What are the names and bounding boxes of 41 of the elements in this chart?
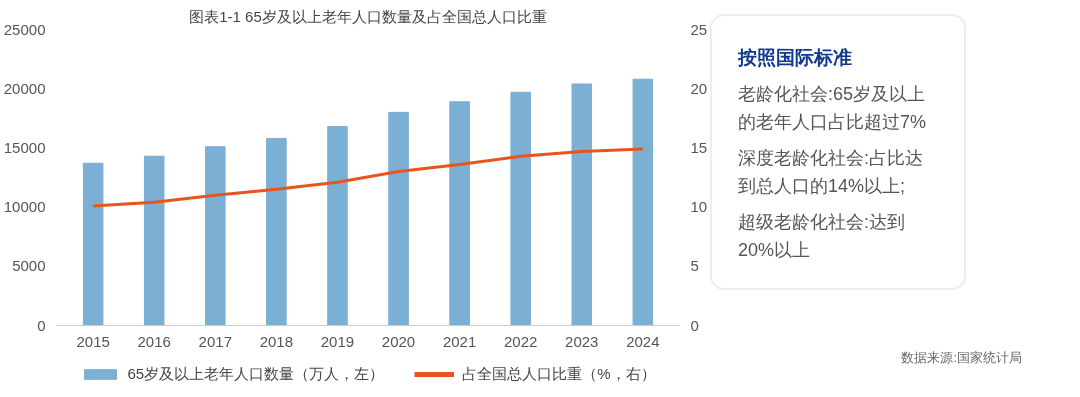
bar [510,91,531,326]
text: 深度老龄化社会:占比达到总人口的14%以上; [738,146,924,198]
bar [143,155,165,326]
y-tick-label: 25000 [3,20,46,38]
y2-tick-label: 20 [690,79,708,97]
text: 按照国际标准 [738,46,853,70]
x-tick-label: 2015 [76,332,110,350]
text: 老龄化社会:65岁及以上的老年人口占比超过7% [738,83,927,135]
y-tick-label: 20000 [3,79,46,97]
y-tick-label: 15000 [3,138,46,156]
y2-tick-label: 25 [690,20,708,38]
legend-label: 65岁及以上老年人口数量（万人，左） [127,364,385,384]
y2-tick-label: 0 [690,316,699,334]
y-tick-label: 5000 [12,257,46,275]
x-tick-label: 2019 [320,332,355,350]
bar [571,83,593,326]
bar [327,126,348,326]
bar [632,78,654,326]
text: 超级老龄化社会:达到20%以上 [738,210,906,262]
bar [266,137,287,326]
y2-tick-label: 15 [690,138,708,156]
bar [82,162,104,326]
bar [205,146,226,326]
bar [449,101,470,326]
x-tick-label: 2020 [381,332,416,350]
chart-title: 图表1-1 65岁及以上老年人口数量及占全国总人口比重 [189,7,547,25]
y2-tick-label: 10 [690,198,708,216]
x-tick-label: 2022 [504,332,538,350]
line-series [91,147,645,208]
y-tick-label: 0 [37,316,46,334]
x-tick-label: 2021 [442,332,477,350]
y-tick-label: 10000 [3,198,46,216]
source-note: 数据来源:国家统计局 [900,349,1022,367]
x-tick-label: 2018 [259,332,294,350]
x-tick-label: 2023 [565,332,599,350]
bar [388,111,409,326]
legend-label: 占全国总人口比重（%，右） [462,364,656,384]
x-tick-label: 2024 [626,332,660,350]
x-tick-label: 2016 [137,332,171,350]
y2-tick-label: 5 [690,257,699,275]
x-tick-label: 2017 [198,332,232,350]
